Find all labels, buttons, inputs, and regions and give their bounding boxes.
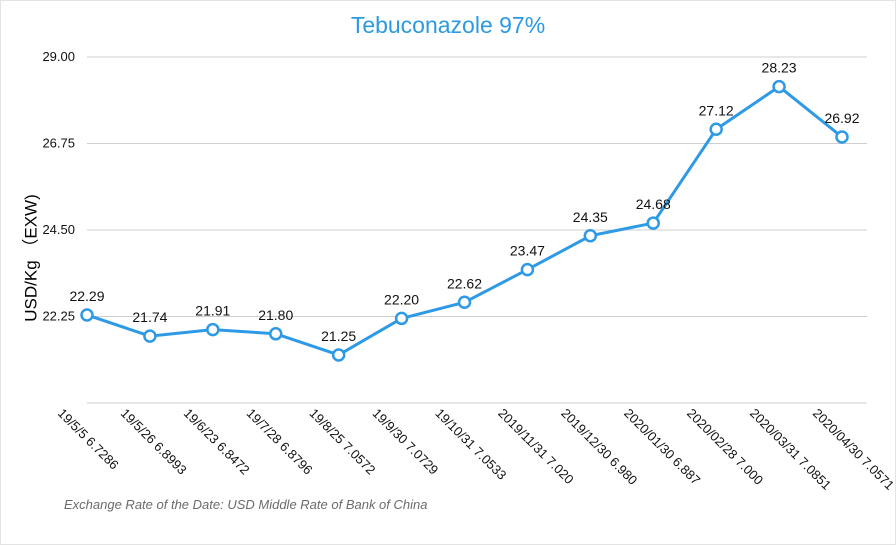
y-tick-label: 22.25 [42, 309, 75, 324]
data-label: 22.62 [447, 275, 482, 291]
data-label: 22.20 [384, 291, 419, 307]
data-label: 26.92 [824, 110, 859, 126]
x-tick-label: 19/5/26 6.8993 [118, 406, 190, 478]
y-tick-label: 29.00 [42, 49, 75, 64]
data-label: 21.74 [132, 309, 167, 325]
x-tick-label: 19/7/28 6.8796 [244, 406, 316, 478]
data-label: 24.35 [573, 209, 608, 225]
x-tick-label: 19/9/30 7.0729 [369, 406, 441, 478]
data-label: 21.25 [321, 328, 356, 344]
data-point [269, 327, 283, 341]
data-point [206, 322, 220, 337]
data-point [835, 130, 849, 144]
data-label: 28.23 [762, 60, 797, 76]
data-point [772, 79, 786, 94]
data-point [80, 308, 94, 322]
data-label: 21.91 [195, 303, 230, 319]
data-point [520, 262, 535, 277]
data-point [709, 122, 723, 137]
data-label: 22.29 [69, 288, 104, 304]
data-point [143, 329, 157, 343]
data-point [457, 295, 472, 310]
data-label: 27.12 [699, 102, 734, 118]
x-tick-label: 19/8/25 7.0572 [307, 406, 379, 478]
data-label: 24.68 [636, 196, 671, 212]
data-point [646, 216, 660, 230]
x-tick-label: 19/6/23 6.8472 [181, 406, 253, 478]
data-point [331, 348, 346, 362]
data-label: 23.47 [510, 243, 545, 259]
x-tick-label: 19/5/5 6.7286 [55, 406, 122, 473]
y-tick-label: 24.50 [42, 222, 75, 237]
data-point [394, 311, 409, 326]
data-label: 21.80 [258, 307, 293, 323]
footnote: Exchange Rate of the Date: USD Middle Ra… [64, 497, 428, 512]
data-point [583, 229, 598, 243]
y-tick-label: 26.75 [42, 136, 75, 151]
chart-title: Tebuconazole 97% [350, 12, 546, 38]
